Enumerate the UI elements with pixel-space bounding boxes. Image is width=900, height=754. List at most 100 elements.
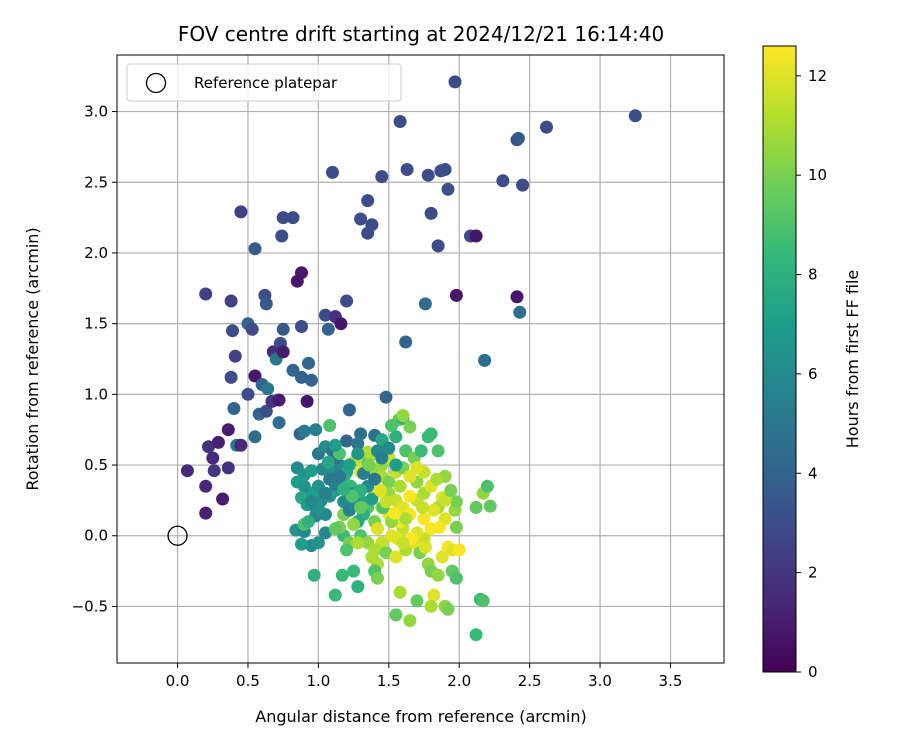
data-point-283 <box>418 540 432 554</box>
data-point-153 <box>389 430 403 444</box>
data-point-61 <box>393 115 407 128</box>
y-axis-ticks: −0.5 0.0 0.5 1.0 1.5 2.0 2.5 3.0 <box>72 103 117 615</box>
data-point-235 <box>351 536 365 550</box>
data-point-8 <box>221 461 235 475</box>
data-point-63 <box>421 168 435 182</box>
y-tick-label-5: 2.0 <box>84 244 108 262</box>
data-point-259 <box>328 438 342 452</box>
data-point-27 <box>286 363 300 377</box>
data-point-73 <box>496 174 510 188</box>
legend-reference-marker <box>145 72 167 94</box>
data-point-123 <box>347 564 361 578</box>
data-point-277 <box>345 489 359 503</box>
data-point-78 <box>628 109 642 123</box>
data-point-210 <box>403 614 417 628</box>
chart-title: FOV centre drift starting at 2024/12/21 … <box>178 22 664 46</box>
data-point-232 <box>328 522 342 536</box>
data-point-47 <box>275 229 289 243</box>
data-point-274 <box>373 484 387 497</box>
legend-entry-reference-platepar: Reference platepar <box>194 74 338 92</box>
colorbar-tick-label-0: 0 <box>808 663 818 681</box>
data-point-223 <box>396 409 410 423</box>
data-point-219 <box>483 499 497 513</box>
y-tick-label-3: 1.0 <box>84 385 108 403</box>
data-point-51 <box>321 322 335 336</box>
data-point-43 <box>276 322 290 336</box>
data-point-124 <box>351 580 365 594</box>
data-point-83 <box>478 353 492 367</box>
data-point-25 <box>276 345 290 359</box>
data-point-35 <box>224 294 238 308</box>
data-point-46 <box>234 205 248 219</box>
colorbar-label: Hours from first FF file <box>843 270 862 449</box>
data-point-97 <box>304 464 318 478</box>
plot-frame <box>116 54 725 664</box>
data-point-120 <box>307 568 321 582</box>
data-point-42 <box>259 297 273 311</box>
y-tick-label-4: 1.5 <box>84 315 108 333</box>
x-tick-label-0: 0.0 <box>166 672 190 690</box>
data-point-267 <box>417 512 431 526</box>
data-point-208 <box>427 588 441 602</box>
data-point-54 <box>340 294 354 308</box>
data-point-211 <box>393 585 407 599</box>
x-tick-label-5: 2.5 <box>518 672 542 690</box>
data-point-59 <box>361 194 375 208</box>
colorbar-gradient <box>763 46 796 672</box>
colorbar-tick-label-1: 2 <box>808 564 818 582</box>
data-point-222 <box>469 628 483 642</box>
data-point-3 <box>202 440 215 454</box>
data-point-86 <box>354 427 368 441</box>
data-point-214 <box>371 571 384 585</box>
data-point-272 <box>387 506 401 520</box>
data-point-29 <box>295 266 308 280</box>
data-point-268 <box>427 503 441 517</box>
data-point-156 <box>403 420 417 434</box>
data-point-243 <box>351 447 365 461</box>
data-point-4 <box>206 451 220 465</box>
data-point-170 <box>403 469 417 483</box>
data-point-65 <box>431 239 445 253</box>
y-tick-label-1: 0.0 <box>84 527 108 545</box>
data-point-197 <box>435 550 449 564</box>
x-tick-label-2: 1.0 <box>306 672 330 690</box>
data-point-15 <box>248 369 262 383</box>
data-point-33 <box>304 373 318 387</box>
data-point-174 <box>424 427 438 441</box>
data-point-36 <box>226 324 239 338</box>
data-point-255 <box>318 486 332 500</box>
data-point-257 <box>304 495 318 509</box>
data-point-258 <box>321 455 335 469</box>
data-point-44 <box>295 320 308 333</box>
x-tick-label-3: 1.5 <box>377 672 401 690</box>
data-point-0 <box>180 464 194 478</box>
data-point-38 <box>224 370 238 384</box>
data-point-67 <box>438 163 452 176</box>
data-point-121 <box>328 588 342 602</box>
data-point-203 <box>452 543 466 557</box>
data-point-250 <box>389 458 403 472</box>
data-point-53 <box>334 317 348 331</box>
data-point-221 <box>476 594 490 608</box>
x-tick-label-6: 3.0 <box>588 672 612 690</box>
data-point-263 <box>399 512 413 526</box>
data-point-190 <box>389 550 403 564</box>
data-point-81 <box>399 335 413 349</box>
data-point-216 <box>469 501 483 514</box>
colorbar-ticks: 0 2 4 6 8 10 12 <box>796 67 827 681</box>
data-point-251 <box>365 492 379 506</box>
colorbar-tick-label-6: 12 <box>808 67 827 85</box>
data-point-60 <box>375 170 389 184</box>
data-point-264 <box>403 489 417 503</box>
data-point-85 <box>342 403 356 417</box>
data-point-6 <box>211 435 225 449</box>
data-point-224 <box>385 419 399 432</box>
data-point-40 <box>245 322 259 336</box>
data-point-75 <box>511 131 525 145</box>
data-point-200 <box>449 520 463 534</box>
data-point-18 <box>259 404 273 418</box>
data-point-49 <box>286 211 300 225</box>
legend: Reference platepar <box>126 63 402 102</box>
y-axis-label: Rotation from reference (arcmin) <box>23 227 42 490</box>
